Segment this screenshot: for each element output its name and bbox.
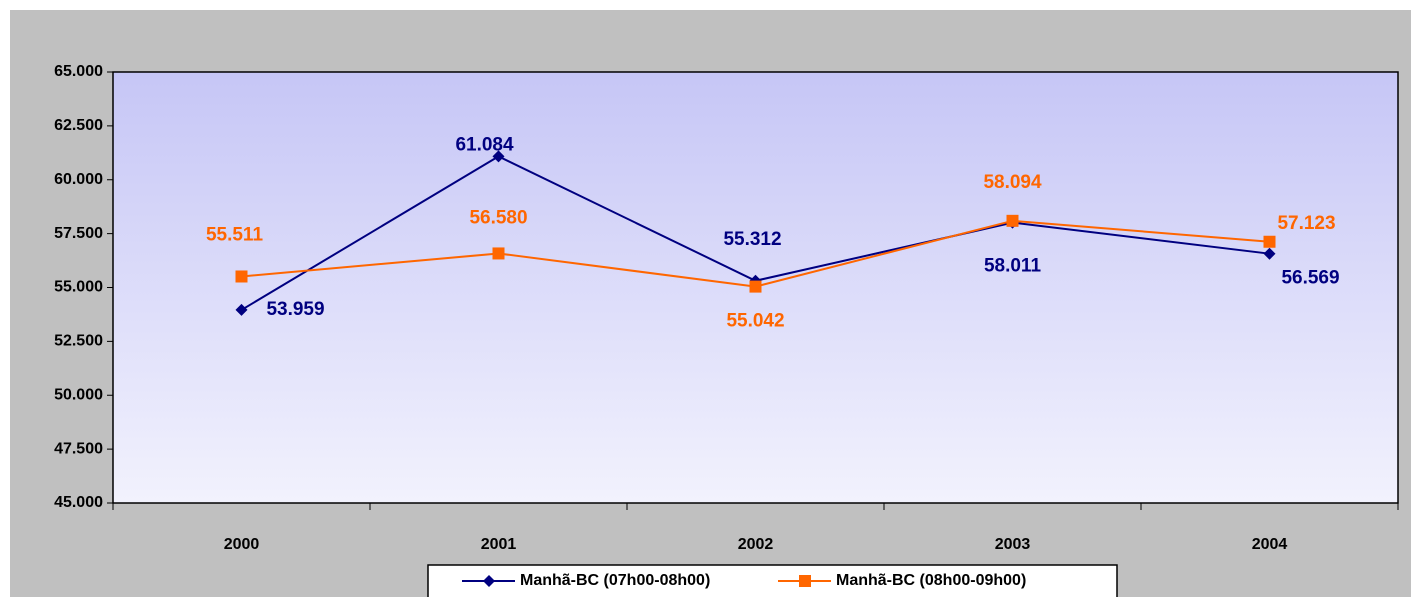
legend: [427, 564, 1118, 597]
data-label: 58.094: [983, 172, 1042, 193]
data-label: 55.312: [723, 229, 781, 250]
data-label: 53.959: [266, 299, 324, 320]
legend-label: Manhã-BC (08h00-09h00): [836, 572, 1026, 589]
y-tick-label: 45.000: [54, 494, 103, 511]
data-point: [749, 280, 762, 293]
y-tick-label: 50.000: [54, 386, 103, 403]
data-label: 55.511: [206, 225, 263, 246]
y-tick-label: 60.000: [54, 171, 103, 188]
y-tick-label: 62.500: [54, 117, 103, 134]
data-label: 56.569: [1281, 268, 1339, 289]
data-point: [235, 303, 248, 316]
x-tick-label: 2004: [1252, 536, 1288, 553]
legend-marker: [483, 575, 495, 587]
y-tick-label: 47.500: [54, 440, 103, 457]
x-tick-label: 2000: [224, 536, 260, 553]
y-tick-label: 55.000: [54, 279, 103, 296]
data-label: 55.042: [726, 311, 784, 332]
x-tick-label: 2003: [995, 536, 1031, 553]
x-tick-label: 2001: [481, 536, 517, 553]
y-tick-label: 57.500: [54, 225, 103, 242]
data-label: 56.580: [469, 207, 527, 228]
y-tick-label: 65.000: [54, 63, 103, 80]
legend-marker: [799, 575, 811, 587]
y-tick-label: 52.500: [54, 333, 103, 350]
data-label: 61.084: [455, 134, 514, 155]
data-point: [1263, 235, 1276, 248]
data-point: [492, 247, 505, 260]
x-tick-label: 2002: [738, 536, 774, 553]
data-label: 57.123: [1277, 213, 1335, 234]
data-point: [492, 150, 505, 163]
legend-label: Manhã-BC (07h00-08h00): [520, 572, 710, 589]
data-point: [235, 270, 248, 283]
data-point: [1006, 214, 1019, 227]
data-point: [1263, 247, 1276, 260]
data-label: 58.011: [984, 256, 1041, 277]
